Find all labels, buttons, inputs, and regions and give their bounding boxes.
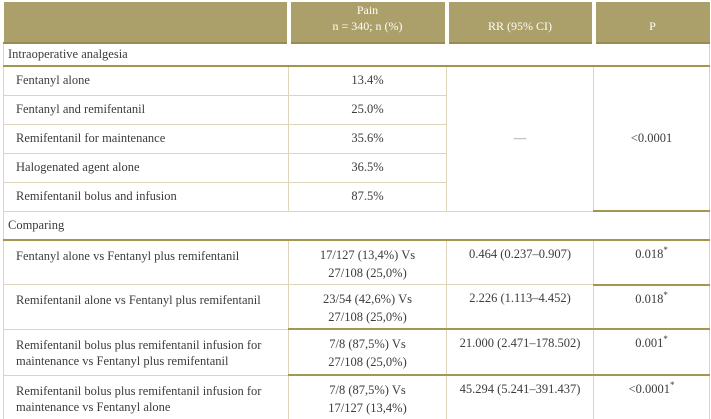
row-label: Remifentanil bolus and infusion	[3, 181, 289, 212]
table-row: Remifentanil bolus plus remifentanil inf…	[3, 374, 710, 419]
pain-value-line1: 23/54 (42,6%) Vs	[322, 292, 412, 306]
rr-merged-value: —	[446, 65, 594, 212]
pain-header-line2: n = 340; n (%)	[332, 19, 403, 34]
pain-value: 23/54 (42,6%) Vs 27/108 (25,0%)	[288, 284, 447, 330]
p-value-text: <0.0001	[628, 382, 670, 396]
pain-value-line1: 7/8 (87,5%) Vs	[329, 337, 406, 351]
section-title-comparing: Comparing	[3, 210, 710, 241]
p-asterisk: *	[663, 244, 668, 255]
section-row-comparing: Comparing	[3, 210, 710, 241]
p-merged-value: <0.0001	[593, 65, 710, 212]
table-row: Remifentanil alone vs Fentanyl plus remi…	[3, 284, 710, 330]
column-header-pain: Pain n = 340; n (%)	[286, 2, 447, 44]
column-header-rr: RR (95% CI)	[444, 2, 594, 44]
p-value: <0.0001*	[593, 374, 710, 419]
rr-value: 21.000 (2.471–178.502)	[446, 328, 594, 376]
pain-value-line2: 17/127 (13,4%)	[328, 400, 407, 415]
p-asterisk: *	[663, 333, 668, 344]
p-value-text: 0.018	[635, 247, 664, 261]
row-label: Fentanyl alone vs Fentanyl plus remifent…	[3, 239, 289, 285]
p-value-text: 0.001	[635, 336, 664, 350]
pain-value: 17/127 (13,4%) Vs 27/108 (25,0%)	[288, 239, 447, 285]
pain-value: 87.5%	[288, 181, 447, 212]
column-header-empty	[3, 2, 289, 44]
p-asterisk: *	[669, 379, 675, 390]
column-header-p: P	[591, 2, 710, 44]
pain-value-line2: 27/108 (25,0%)	[328, 309, 407, 324]
row-label: Fentanyl alone	[3, 65, 289, 96]
header-row: Pain n = 340; n (%) RR (95% CI) P	[3, 2, 710, 44]
row-label: Remifentanil bolus plus remifentanil inf…	[3, 328, 289, 376]
p-asterisk: *	[663, 289, 668, 300]
pain-value-line1: 17/127 (13,4%) Vs	[319, 248, 416, 262]
pain-value: 7/8 (87,5%) Vs 27/108 (25,0%)	[288, 328, 447, 376]
table-row: Remifentanil bolus plus remifentanil inf…	[3, 328, 710, 376]
p-value-text: 0.018	[635, 291, 664, 306]
row-label: Halogenated agent alone	[3, 152, 289, 183]
rr-value: 2.226 (1.113–4.452)	[446, 284, 594, 330]
p-value: 0.018*	[593, 239, 710, 286]
pain-rr-table: Pain n = 340; n (%) RR (95% CI) P Intrao…	[3, 2, 710, 419]
table-row: Fentanyl alone vs Fentanyl plus remifent…	[3, 239, 710, 286]
table-row: Fentanyl and remifentanil 25.0%	[3, 94, 710, 125]
pain-value: 13.4%	[288, 65, 447, 96]
p-value: 0.001*	[593, 328, 710, 376]
row-label: Remifentanil bolus plus remifentanil inf…	[3, 374, 289, 419]
table-row: Halogenated agent alone 36.5%	[3, 152, 710, 183]
table-row: Fentanyl alone 13.4% — <0.0001	[3, 65, 710, 212]
row-label: Remifentanil alone vs Fentanyl plus remi…	[3, 284, 289, 330]
rr-value: 45.294 (5.241–391.437)	[446, 374, 594, 419]
section-title-intraoperative: Intraoperative analgesia	[3, 42, 710, 67]
pain-value: 36.5%	[288, 152, 447, 183]
pain-value-line1: 7/8 (87,5%) Vs	[329, 383, 406, 397]
pain-value-line2: 27/108 (25,0%)	[328, 265, 407, 280]
pain-value: 35.6%	[288, 123, 447, 154]
pain-value: 7/8 (87,5%) Vs 17/127 (13,4%)	[288, 374, 447, 419]
pain-value: 25.0%	[288, 94, 447, 125]
row-label: Remifentanil for maintenance	[3, 123, 289, 154]
pain-header-line1: Pain	[356, 3, 379, 18]
rr-value: 0.464 (0.237–0.907)	[446, 239, 594, 285]
section-row-intraoperative: Intraoperative analgesia	[3, 42, 710, 67]
row-label: Fentanyl and remifentanil	[3, 94, 289, 125]
p-value: 0.018*	[593, 284, 710, 330]
table-row: Remifentanil bolus and infusion 87.5%	[3, 181, 710, 212]
pain-value-line2: 27/108 (25,0%)	[328, 354, 407, 369]
